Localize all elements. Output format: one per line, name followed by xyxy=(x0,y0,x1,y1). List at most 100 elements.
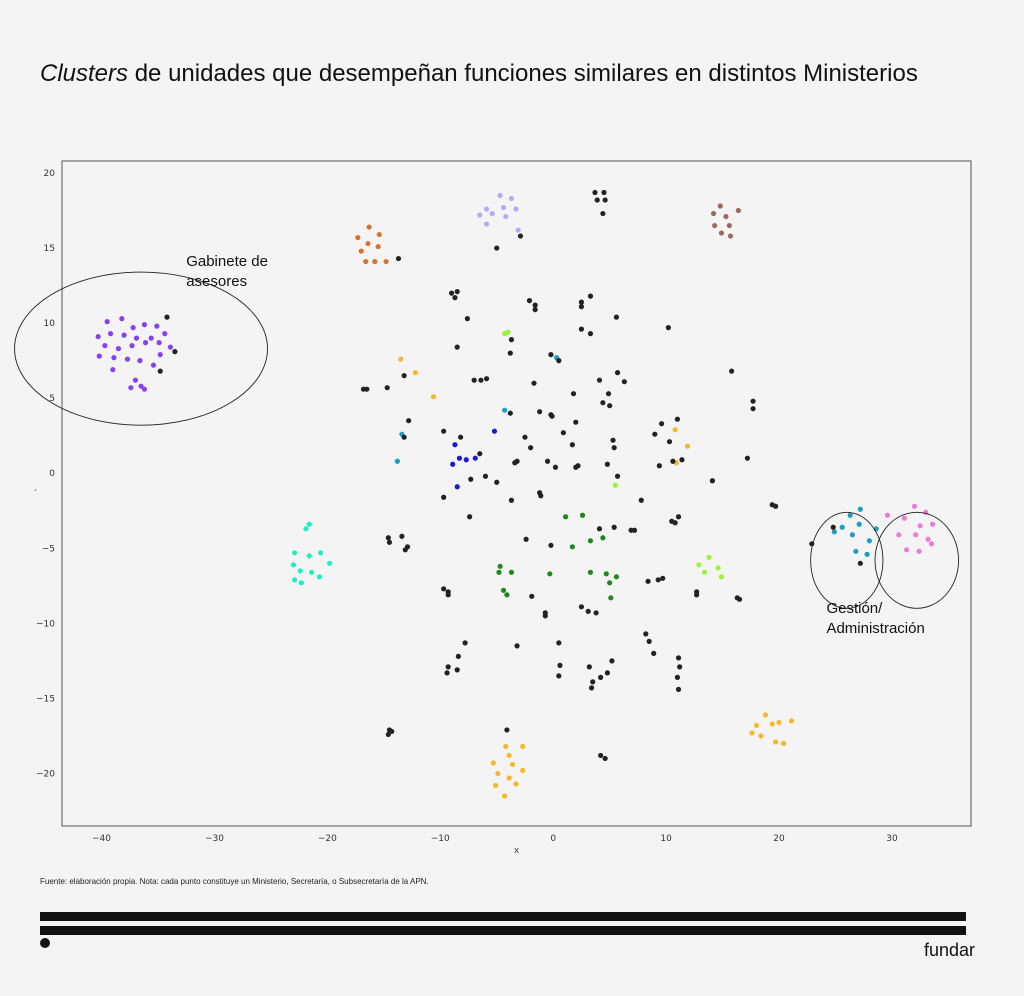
data-point xyxy=(773,739,779,745)
cluster-highlight-ellipse xyxy=(810,511,884,609)
data-point xyxy=(506,775,512,781)
data-point xyxy=(788,718,795,724)
data-point xyxy=(467,514,473,520)
data-point xyxy=(542,613,548,619)
data-point xyxy=(164,314,170,320)
data-point xyxy=(612,482,618,488)
data-point xyxy=(483,221,490,227)
data-point xyxy=(605,391,612,397)
data-point xyxy=(613,574,620,580)
data-point xyxy=(646,638,652,644)
data-point xyxy=(297,568,303,574)
data-point xyxy=(666,439,673,445)
series-1 xyxy=(355,224,389,265)
data-point xyxy=(298,580,304,586)
data-point xyxy=(655,577,661,583)
data-point xyxy=(327,560,333,566)
data-point xyxy=(665,325,671,331)
series-2 xyxy=(477,192,521,233)
series-3 xyxy=(710,203,741,239)
data-point xyxy=(569,544,575,550)
data-point xyxy=(503,213,509,220)
data-point xyxy=(477,451,483,457)
data-point xyxy=(412,370,419,376)
data-point xyxy=(482,473,489,479)
data-point xyxy=(831,529,837,535)
data-point xyxy=(156,340,162,346)
data-point xyxy=(677,664,683,670)
data-point xyxy=(600,535,606,541)
data-point xyxy=(563,514,569,520)
data-point xyxy=(552,464,559,470)
data-point xyxy=(735,207,741,214)
data-point xyxy=(95,334,101,340)
x-axis-label: x xyxy=(514,846,520,856)
data-point xyxy=(515,227,521,233)
data-point xyxy=(587,331,594,337)
data-point xyxy=(925,536,931,542)
data-point xyxy=(384,385,390,391)
data-point xyxy=(517,233,524,239)
data-point xyxy=(522,434,528,440)
data-point xyxy=(507,350,513,356)
data-point xyxy=(505,329,511,335)
data-point xyxy=(578,304,585,310)
data-point xyxy=(358,248,364,254)
data-point xyxy=(643,631,649,637)
data-point xyxy=(157,368,163,374)
cluster-annotation-line: Administración xyxy=(826,620,924,637)
data-point xyxy=(674,416,681,422)
data-point xyxy=(537,409,543,415)
data-point xyxy=(292,550,298,556)
data-point xyxy=(506,752,512,759)
data-point xyxy=(928,541,935,547)
data-point xyxy=(570,391,577,397)
data-point xyxy=(110,367,116,373)
data-point xyxy=(727,233,734,239)
data-point xyxy=(401,373,407,379)
data-point xyxy=(864,551,870,557)
data-point xyxy=(462,640,468,646)
data-point xyxy=(701,569,708,575)
data-point xyxy=(514,643,520,649)
data-point xyxy=(569,442,575,448)
data-point xyxy=(602,197,608,203)
data-point xyxy=(679,457,685,463)
data-point xyxy=(917,523,923,529)
data-point xyxy=(587,569,594,575)
data-point xyxy=(593,610,599,616)
data-point xyxy=(621,379,627,385)
data-point xyxy=(602,755,608,762)
data-point xyxy=(376,231,382,238)
data-point xyxy=(455,653,461,659)
data-point xyxy=(548,542,554,548)
data-point xyxy=(749,730,755,736)
data-point xyxy=(115,346,122,352)
series-9 xyxy=(394,355,879,557)
x-tick-label: 0 xyxy=(550,834,556,844)
data-point xyxy=(493,782,499,789)
data-point xyxy=(494,245,500,251)
series-5 xyxy=(450,428,498,490)
data-point xyxy=(150,362,157,368)
data-point xyxy=(133,335,140,341)
data-point xyxy=(656,463,662,469)
series-8 xyxy=(502,329,725,580)
data-point xyxy=(454,484,460,490)
data-point xyxy=(500,587,507,593)
data-point xyxy=(592,189,598,196)
data-point xyxy=(507,410,513,416)
data-point xyxy=(531,380,537,386)
series-11 xyxy=(157,189,863,762)
data-point xyxy=(631,527,638,533)
cluster-annotation-line: Gestión/ xyxy=(826,600,883,617)
data-point xyxy=(830,524,836,530)
data-point xyxy=(659,421,665,427)
data-point xyxy=(750,406,756,412)
data-point xyxy=(303,526,309,532)
data-point xyxy=(556,358,562,364)
data-point xyxy=(598,752,604,759)
y-tick-label: −5 xyxy=(42,544,55,554)
brand-logo: fundar xyxy=(924,940,976,960)
data-point xyxy=(306,553,312,559)
